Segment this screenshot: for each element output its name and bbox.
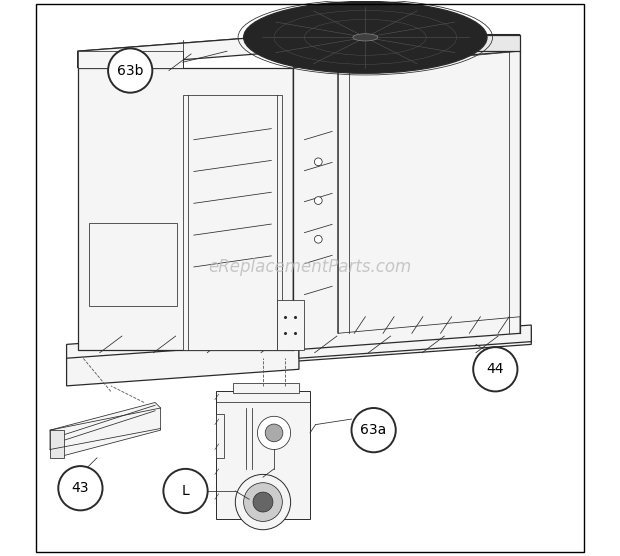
Circle shape (236, 474, 291, 530)
Ellipse shape (353, 34, 378, 41)
Text: 63a: 63a (360, 423, 387, 437)
Circle shape (257, 416, 291, 449)
Polygon shape (50, 430, 64, 458)
Circle shape (265, 424, 283, 442)
Circle shape (108, 48, 153, 93)
Circle shape (253, 492, 273, 512)
Circle shape (314, 158, 322, 166)
Polygon shape (50, 403, 161, 458)
Circle shape (244, 483, 282, 522)
Polygon shape (183, 96, 282, 350)
Text: eReplacementParts.com: eReplacementParts.com (208, 258, 412, 276)
Polygon shape (78, 51, 183, 68)
Circle shape (473, 347, 518, 391)
Polygon shape (66, 328, 531, 361)
Circle shape (58, 466, 102, 510)
Polygon shape (89, 222, 177, 306)
Polygon shape (299, 325, 531, 358)
Circle shape (352, 408, 396, 452)
Polygon shape (293, 34, 520, 51)
Polygon shape (66, 341, 299, 386)
Polygon shape (338, 51, 520, 334)
Polygon shape (277, 300, 304, 350)
Circle shape (314, 235, 322, 243)
Text: 63b: 63b (117, 63, 143, 77)
Ellipse shape (244, 1, 487, 73)
Polygon shape (216, 391, 310, 519)
Polygon shape (78, 34, 293, 68)
Polygon shape (78, 68, 293, 350)
Circle shape (164, 469, 208, 513)
Text: L: L (182, 484, 189, 498)
Text: 44: 44 (487, 363, 504, 376)
Polygon shape (78, 34, 520, 51)
Polygon shape (232, 383, 299, 393)
Polygon shape (293, 51, 520, 350)
Polygon shape (216, 414, 224, 458)
Circle shape (314, 197, 322, 205)
Text: 43: 43 (72, 481, 89, 495)
